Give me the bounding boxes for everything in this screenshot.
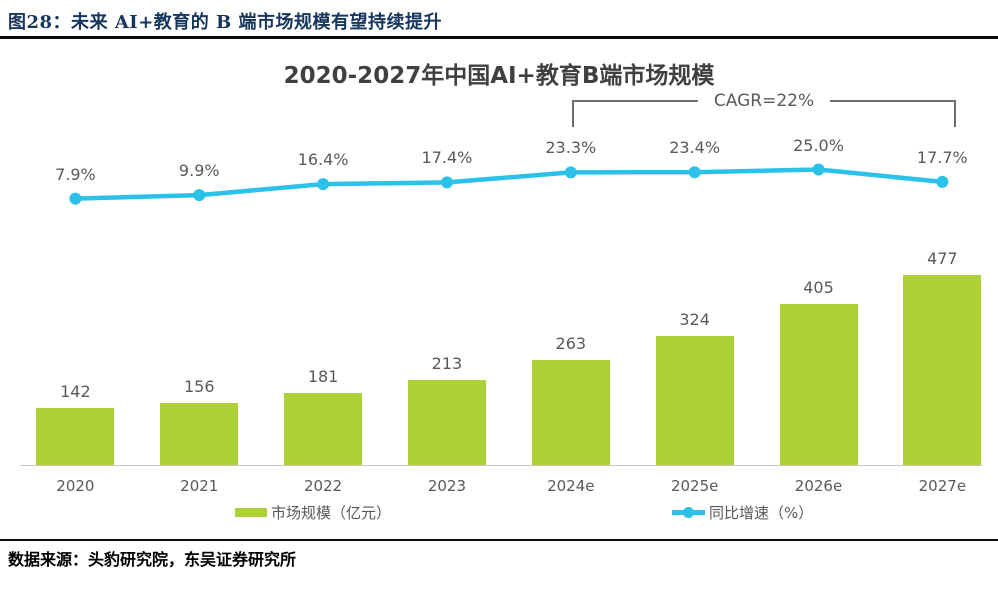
growth-value-label-2021: 9.9% (178, 161, 220, 181)
legend-label-growth-rate: 同比增速（%） (709, 503, 814, 522)
bar-2021 (160, 403, 239, 465)
bar-2023 (407, 380, 486, 465)
x-tick-label-2023: 2023 (427, 477, 467, 495)
growth-value-label-2025e: 23.4% (669, 138, 721, 158)
x-axis-line (20, 465, 982, 466)
growth-value-label-2020: 7.9% (55, 164, 96, 184)
growth-point-2025e (688, 166, 701, 179)
bar-2025e (655, 336, 734, 465)
bar-value-label-2022: 181 (307, 367, 339, 386)
growth-point-2021 (193, 189, 206, 202)
growth-point-2020 (69, 192, 82, 205)
bar-value-label-2021: 156 (183, 377, 215, 396)
cagr-bracket: CAGR=22% (572, 91, 956, 127)
growth-point-2024e (564, 166, 577, 179)
data-source: 数据来源：头豹研究院，东吴证券研究所 (8, 546, 296, 570)
growth-value-label-2023: 17.4% (421, 148, 473, 168)
growth-value-label-2024e: 23.3% (545, 138, 597, 158)
growth-point-2022 (317, 178, 330, 191)
figure-title: 图28：未来 AI+教育的 B 端市场规模有望持续提升 (8, 12, 443, 33)
x-tick-label-2027e: 2027e (918, 477, 967, 495)
cagr-label: CAGR=22% (697, 91, 831, 111)
bar-swatch-icon (235, 507, 267, 517)
bar-value-label-2024e: 263 (555, 334, 587, 353)
x-tick-label-2026e: 2026e (794, 477, 843, 495)
x-tick-label-2020: 2020 (56, 477, 95, 495)
growth-point-2023 (440, 176, 453, 189)
growth-point-2027e (936, 175, 949, 188)
legend-label-market-size: 市场规模（亿元） (271, 503, 392, 522)
bar-value-label-2026e: 405 (803, 278, 834, 297)
chart-title: 2020-2027年中国AI+教育B端市场规模 (283, 63, 715, 89)
bar-2022 (284, 393, 363, 465)
x-tick-label-2022: 2022 (304, 477, 343, 495)
growth-value-label-2026e: 25.0% (793, 135, 844, 155)
bar-value-label-2027e: 477 (927, 249, 958, 268)
growth-value-label-2022: 16.4% (297, 150, 349, 170)
bar-value-label-2025e: 324 (679, 310, 710, 329)
growth-point-2026e (812, 163, 825, 176)
line-dot-swatch-icon (672, 506, 705, 518)
data-source-text: 数据来源：头豹研究院，东吴证券研究所 (8, 550, 297, 569)
bar-2024e (531, 360, 610, 465)
x-tick-label-2024e: 2024e (547, 477, 595, 495)
growth-value-label-2027e: 17.7% (916, 147, 968, 167)
x-tick-label-2021: 2021 (180, 477, 219, 495)
bar-2026e (779, 304, 858, 465)
header-divider (0, 36, 998, 39)
bar-value-label-2023: 213 (431, 354, 463, 373)
bar-2020 (36, 408, 115, 465)
footer-divider (0, 539, 998, 541)
legend-item-market-size: 市场规模（亿元） (235, 502, 391, 522)
legend-item-growth-rate: 同比增速（%） (672, 502, 813, 522)
bar-value-label-2020: 142 (60, 382, 91, 401)
x-tick-label-2025e: 2025e (670, 477, 719, 495)
bar-2027e (903, 275, 982, 465)
